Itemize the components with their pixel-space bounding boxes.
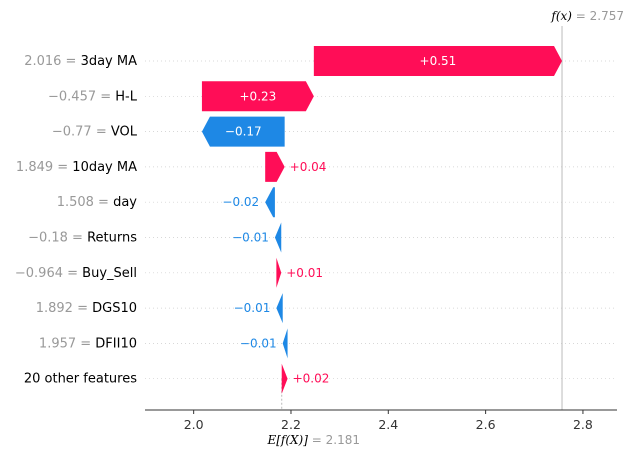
feature-name-buy-sell: Buy_Sell [82,265,137,280]
feature-label-day: 1.508 = day [57,195,138,210]
feature-label-20-other-features: 20 other features [24,371,137,386]
feature-label-10day-ma: 1.849 = 10day MA [16,159,137,174]
feature-name-20-other-features: 20 other features [24,371,137,386]
contribution-bars: +0.51 +0.23 −0.17 +0.04 −0.02 −0.01 +0.01 −0.01… [201,46,563,394]
feature-name-dgs10: DGS10 [92,301,137,316]
feature-value-dgs10: 1.892 = [36,301,92,316]
feature-label-returns: −0.18 = Returns [28,230,137,245]
contribution-label-day: −0.02 [222,195,259,209]
feature-value-vol: −0.77 = [52,124,111,139]
bar-returns [274,222,282,253]
feature-name-day: day [113,195,137,210]
bar-day [265,187,275,218]
output-value-text: = 2.757 [572,9,624,23]
base-value-text: = 2.181 [308,433,360,447]
feature-value-day: 1.508 = [57,195,113,210]
feature-label-vol: −0.77 = VOL [52,124,138,139]
feature-name-vol: VOL [111,124,138,139]
contribution-label-h-l: +0.23 [240,89,277,103]
feature-name-h-l: H-L [115,89,137,104]
feature-value-returns: −0.18 = [28,230,87,245]
feature-label-buy-sell: −0.964 = Buy_Sell [15,265,137,280]
bar-buy-sell [276,257,282,288]
contribution-label-3day-ma: +0.51 [420,54,457,68]
feature-label-3day-ma: 2.016 = 3day MA [24,54,137,69]
contribution-label-buy-sell: +0.01 [286,266,323,280]
contribution-label-returns: −0.01 [232,231,269,245]
output-label-text: f(x) [550,9,572,23]
bar-dfii10 [282,328,288,359]
x-tick-label: 2.8 [573,417,593,432]
bar-10day-ma [265,151,285,182]
feature-value-buy-sell: −0.964 = [15,265,82,280]
bar-h-l [201,81,314,112]
contribution-label-20-other-features: +0.02 [293,372,330,386]
bar-dgs10 [276,293,283,324]
output-value-label: f(x) = 2.757 [550,9,624,23]
feature-labels: 2.016 = 3day MA −0.457 = H-L −0.77 = VOL 1.… [15,54,138,387]
bar-20-other-features [281,363,288,394]
feature-name-10day-ma: 10day MA [72,159,137,174]
bar-vol [201,116,285,147]
contribution-label-dgs10: −0.01 [234,301,271,315]
contribution-label-10day-ma: +0.04 [290,160,327,174]
feature-label-dgs10: 1.892 = DGS10 [36,301,137,316]
feature-name-dfii10: DFII10 [95,336,137,351]
feature-value-h-l: −0.457 = [48,89,115,104]
base-label-text: E[f(X)] [266,433,308,447]
bar-3day-ma [313,46,563,76]
x-tick-label: 2.2 [281,417,301,432]
feature-value-dfii10: 1.957 = [39,336,95,351]
feature-name-3day-ma: 3day MA [81,54,138,69]
x-tick-label: 2.0 [184,417,204,432]
feature-label-dfii10: 1.957 = DFII10 [39,336,137,351]
feature-value-3day-ma: 2.016 = [24,54,80,69]
x-tick-label: 2.6 [476,417,496,432]
base-value-label: E[f(X)] = 2.181 [266,433,360,447]
feature-value-10day-ma: 1.849 = [16,159,72,174]
x-axis-ticks: 2.0 2.2 2.4 2.6 2.8 [184,410,593,432]
x-tick-label: 2.4 [378,417,398,432]
feature-name-returns: Returns [87,230,137,245]
contribution-label-dfii10: −0.01 [240,336,277,350]
feature-label-h-l: −0.457 = H-L [48,89,138,104]
contribution-label-vol: −0.17 [225,125,262,139]
